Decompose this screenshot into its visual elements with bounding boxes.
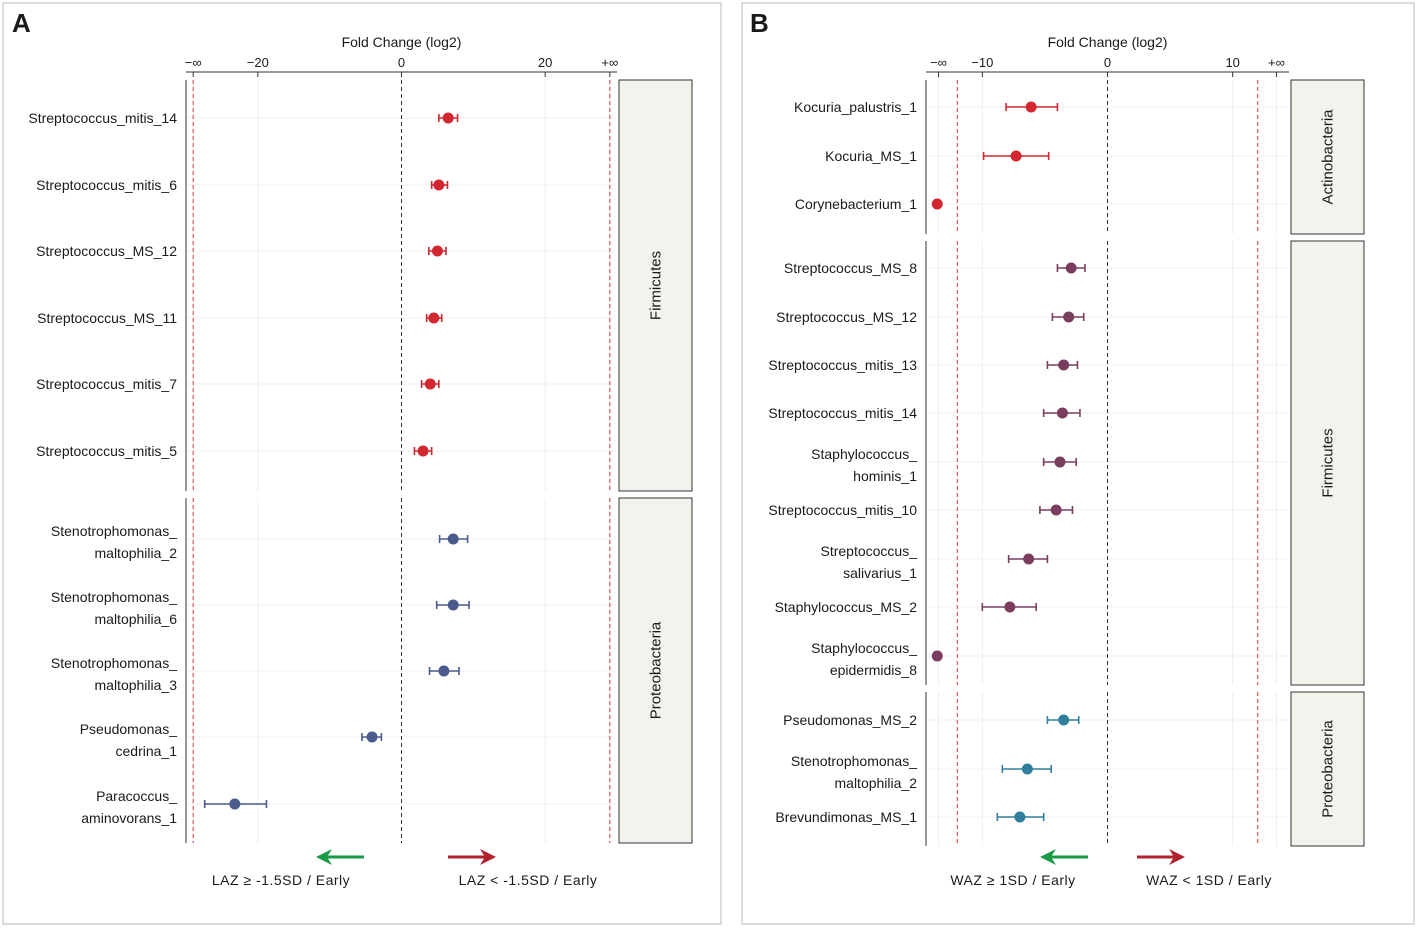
legend-left-text: WAZ ≥ 1SD / Early [950, 872, 1075, 888]
category-label: Stenotrophomonas_ [51, 655, 177, 671]
data-point [431, 245, 443, 257]
category-label: Pseudomonas_MS_2 [783, 712, 917, 728]
facet-strip [618, 497, 693, 844]
category-label: Streptococcus_mitis_14 [28, 110, 177, 126]
category-label: Streptococcus_mitis_13 [768, 357, 917, 373]
data-point [1023, 553, 1035, 565]
facet-strip [1290, 691, 1365, 847]
data-point [1065, 262, 1077, 274]
data-point [1010, 150, 1022, 162]
data-point [438, 665, 450, 677]
data-point [417, 445, 429, 457]
data-point [366, 731, 378, 743]
data-point [1021, 763, 1033, 775]
category-label: Streptococcus_mitis_10 [768, 502, 917, 518]
category-label: salivarius_1 [843, 565, 917, 581]
data-point [1050, 504, 1062, 516]
data-point [1063, 311, 1075, 323]
category-label: Kocuria_palustris_1 [794, 99, 917, 115]
category-label: Streptococcus_mitis_14 [768, 405, 917, 421]
data-point [229, 798, 241, 810]
x-tick-label: +∞ [601, 55, 618, 70]
data-point [1014, 811, 1026, 823]
legend-arrow-left-head [316, 849, 332, 865]
data-point [424, 378, 436, 390]
data-point [1058, 359, 1070, 371]
x-tick-label: 0 [1104, 55, 1111, 70]
data-point [1056, 407, 1068, 419]
x-axis-title: Fold Change (log2) [342, 34, 462, 50]
category-label: Streptococcus_ [821, 543, 918, 559]
category-label: Streptococcus_mitis_7 [36, 376, 177, 392]
category-label: maltophilia_2 [835, 775, 918, 791]
data-point [1058, 714, 1070, 726]
panel-letter: A [12, 8, 31, 38]
x-tick-label: 10 [1225, 55, 1239, 70]
category-label: maltophilia_2 [95, 545, 178, 561]
data-point [931, 198, 943, 210]
panel-a: A Fold Change (log2) −∞ −20 0 20 +∞ Firmicutes P… [2, 2, 722, 925]
category-label: Pseudomonas_ [80, 721, 178, 737]
category-label: Streptococcus_MS_12 [36, 243, 177, 259]
data-point [433, 179, 445, 191]
category-label: Stenotrophomonas_ [51, 523, 177, 539]
legend-right-text: WAZ < 1SD / Early [1146, 872, 1272, 888]
x-tick-label: 20 [538, 55, 552, 70]
category-label: Brevundimonas_MS_1 [775, 809, 917, 825]
facet-label: Firmicutes [1320, 428, 1337, 497]
data-point [1025, 101, 1037, 113]
panel-b: B Fold Change (log2) −∞ −10 0 10 +∞ Actinobacte… [741, 2, 1415, 925]
x-tick-label: 0 [398, 55, 405, 70]
data-point [428, 312, 440, 324]
panel-frame [2, 2, 722, 925]
category-label: maltophilia_6 [95, 611, 178, 627]
category-label: hominis_1 [853, 468, 917, 484]
facet-label: Proteobacteria [648, 621, 665, 719]
panel-letter: B [750, 8, 769, 38]
legend-arrow-left-head [1040, 849, 1056, 865]
legend-arrow-right-head [1169, 849, 1185, 865]
x-tick-label: −20 [247, 55, 269, 70]
facet-label: Firmicutes [648, 251, 665, 320]
category-label: Staphylococcus_MS_2 [775, 599, 918, 615]
category-label: Streptococcus_MS_8 [784, 260, 917, 276]
data-point [1054, 456, 1066, 468]
legend-right-text: LAZ < -1.5SD / Early [459, 872, 598, 888]
data-point [447, 599, 459, 611]
category-label: Stenotrophomonas_ [51, 589, 177, 605]
category-label: Kocuria_MS_1 [825, 148, 917, 164]
x-tick-label: −∞ [930, 55, 947, 70]
facet-strip [1290, 240, 1365, 686]
category-label: cedrina_1 [116, 743, 178, 759]
category-label: Streptococcus_mitis_5 [36, 443, 177, 459]
legend-left-text: LAZ ≥ -1.5SD / Early [212, 872, 350, 888]
category-label: Streptococcus_mitis_6 [36, 177, 177, 193]
category-label: Stenotrophomonas_ [791, 753, 917, 769]
category-label: Streptococcus_MS_12 [776, 309, 917, 325]
facet-label: Actinobacteria [1320, 109, 1337, 205]
x-tick-label: −∞ [185, 55, 202, 70]
category-label: Corynebacterium_1 [795, 196, 917, 212]
x-tick-label: −10 [971, 55, 993, 70]
legend-arrow-right-head [480, 849, 496, 865]
category-label: epidermidis_8 [830, 662, 917, 678]
category-label: Staphylococcus_ [811, 446, 917, 462]
category-label: Streptococcus_MS_11 [37, 310, 177, 326]
category-label: Paracoccus_ [96, 788, 177, 804]
data-point [931, 650, 943, 662]
facet-label: Proteobacteria [1320, 720, 1337, 818]
category-label: aminovorans_1 [81, 810, 177, 826]
facet-strip [1290, 79, 1365, 235]
facet-strip [618, 79, 693, 492]
category-label: Staphylococcus_ [811, 640, 917, 656]
data-point [442, 112, 454, 124]
data-point [1004, 601, 1016, 613]
data-point [447, 533, 459, 545]
x-tick-label: +∞ [1268, 55, 1285, 70]
x-axis-title: Fold Change (log2) [1048, 34, 1168, 50]
category-label: maltophilia_3 [95, 677, 178, 693]
